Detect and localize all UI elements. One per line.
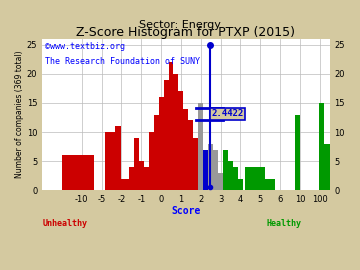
Bar: [105, 132, 118, 190]
Bar: [203, 150, 208, 190]
Bar: [174, 74, 179, 190]
Bar: [198, 103, 203, 190]
Bar: [213, 150, 218, 190]
Title: Z-Score Histogram for PTXP (2015): Z-Score Histogram for PTXP (2015): [76, 26, 296, 39]
Bar: [168, 62, 174, 190]
Bar: [163, 80, 168, 190]
Bar: [62, 155, 94, 190]
Bar: [144, 167, 149, 190]
Bar: [255, 167, 265, 190]
Bar: [223, 150, 228, 190]
Y-axis label: Number of companies (369 total): Number of companies (369 total): [15, 51, 24, 178]
Bar: [121, 179, 131, 190]
Text: ©www.textbiz.org: ©www.textbiz.org: [45, 42, 125, 51]
Bar: [238, 179, 243, 190]
Bar: [129, 167, 134, 190]
Text: Unhealthy: Unhealthy: [42, 219, 87, 228]
Bar: [139, 161, 144, 190]
Bar: [246, 167, 255, 190]
Bar: [179, 91, 183, 190]
Bar: [193, 138, 198, 190]
Text: Healthy: Healthy: [266, 219, 301, 228]
Bar: [295, 114, 300, 190]
Bar: [319, 103, 324, 190]
Bar: [159, 97, 163, 190]
Bar: [233, 167, 238, 190]
Text: Sector: Energy: Sector: Energy: [139, 20, 221, 30]
Bar: [115, 126, 121, 190]
Bar: [208, 144, 213, 190]
Text: The Research Foundation of SUNY: The Research Foundation of SUNY: [45, 57, 200, 66]
Bar: [324, 144, 332, 190]
Bar: [154, 114, 159, 190]
Bar: [188, 120, 193, 190]
Bar: [149, 132, 154, 190]
Bar: [218, 173, 223, 190]
Bar: [265, 179, 275, 190]
Text: 2.4422: 2.4422: [212, 109, 244, 119]
Bar: [134, 138, 139, 190]
Bar: [228, 161, 233, 190]
Bar: [183, 109, 188, 190]
X-axis label: Score: Score: [171, 205, 201, 215]
